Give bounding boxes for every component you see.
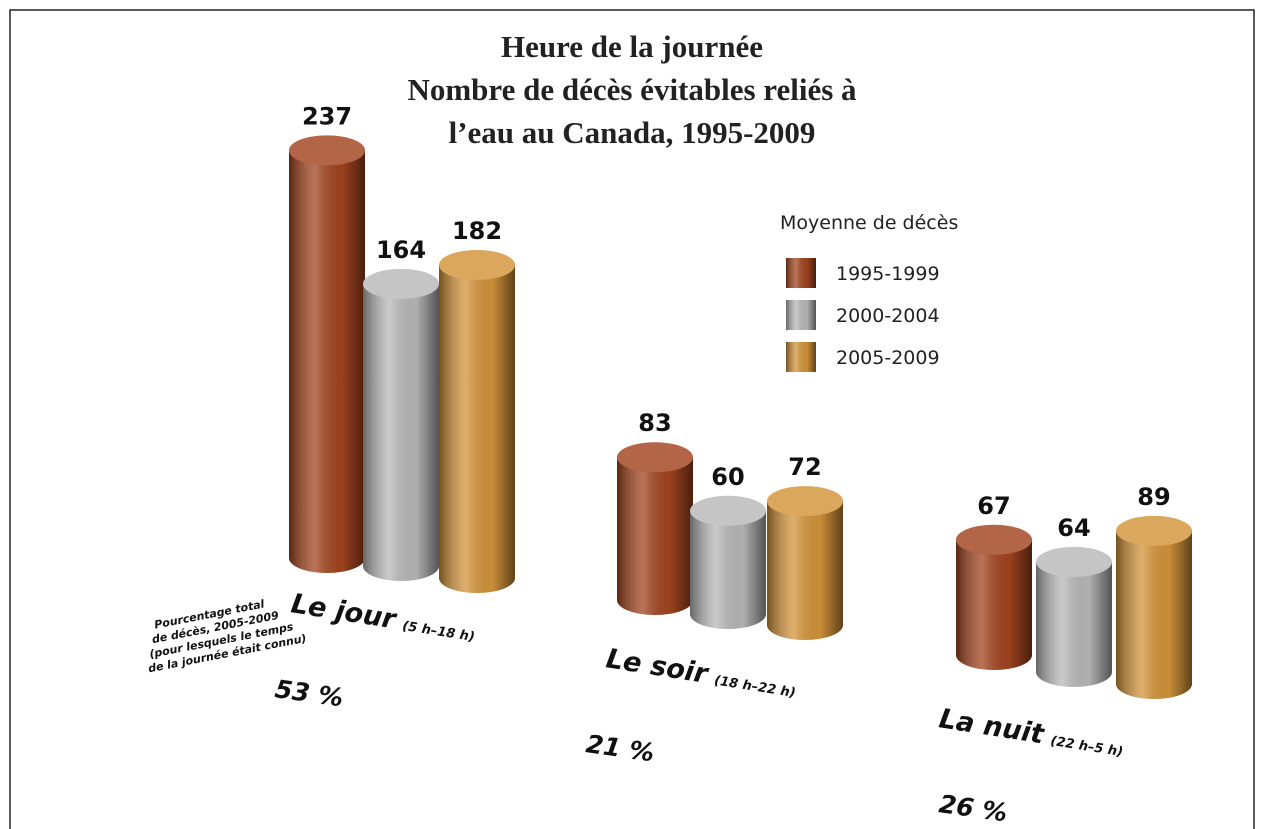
cylinder-body-shade <box>363 283 439 566</box>
cylinder-top <box>767 486 843 517</box>
cylinder-top <box>617 442 693 473</box>
share-label: 53 % <box>273 674 345 712</box>
cylinder-top <box>690 495 766 526</box>
legend-swatch-shade <box>786 300 816 330</box>
category-note: (5 h–18 h) <box>401 619 476 645</box>
category-name: Le jour <box>289 588 399 635</box>
value-label: 67 <box>977 492 1010 520</box>
cylinder-top-shade <box>439 249 515 280</box>
value-label: 60 <box>711 463 744 491</box>
value-label: 72 <box>788 453 821 481</box>
frame <box>9 9 1255 829</box>
cylinder-top <box>439 249 515 280</box>
legend-label: 1995-1999 <box>836 263 940 285</box>
cylinder <box>690 495 766 629</box>
cylinder-top-shade <box>1036 546 1112 577</box>
cylinder-top-shade <box>690 495 766 526</box>
legend-title: Moyenne de décès <box>780 212 958 234</box>
category-label: Le jour (5 h–18 h) <box>289 588 478 648</box>
legend-swatch-shade <box>786 342 816 372</box>
legend-label: 2000-2004 <box>836 305 940 327</box>
cylinder-top-shade <box>289 135 365 166</box>
category-name: La nuit <box>937 703 1047 750</box>
cylinder-top <box>1036 546 1112 577</box>
chart-title: Nombre de décès évitables reliés à <box>407 72 857 107</box>
legend-label: 2005-2009 <box>836 347 940 369</box>
cylinder-top <box>956 524 1032 555</box>
value-label: 64 <box>1057 514 1090 542</box>
category-note: (18 h–22 h) <box>713 673 796 701</box>
cylinder <box>767 486 843 640</box>
share-label: 26 % <box>937 789 1009 827</box>
chart-title: Heure de la journée <box>501 29 763 64</box>
cylinder-body-shade <box>1036 561 1112 672</box>
cylinder <box>1036 546 1112 687</box>
legend-swatch-shade <box>786 258 816 288</box>
share-label: 21 % <box>584 729 656 767</box>
cylinder-top-shade <box>956 524 1032 555</box>
value-label: 237 <box>302 102 352 130</box>
cylinder <box>363 268 439 581</box>
cylinder <box>956 524 1032 670</box>
cylinder-body-shade <box>956 539 1032 655</box>
cylinder-top-shade <box>767 486 843 517</box>
value-label: 164 <box>376 236 426 264</box>
cylinder-top-shade <box>617 442 693 473</box>
cylinder-body-shade <box>439 264 515 578</box>
category-name: Le soir <box>604 643 711 690</box>
cylinder-body-shade <box>767 501 843 625</box>
cylinder-body-shade <box>1116 530 1192 684</box>
chart-title: l’eau au Canada, 1995-2009 <box>449 115 816 150</box>
category-label: Le soir (18 h–22 h) <box>604 643 799 704</box>
cylinder-body-shade <box>289 150 365 559</box>
cylinder <box>289 135 365 573</box>
cylinder <box>617 442 693 615</box>
cylinder-body-shade <box>617 457 693 600</box>
cylinder <box>439 249 515 593</box>
cylinder-top-shade <box>1116 515 1192 546</box>
cylinder-body-shade <box>690 510 766 614</box>
value-label: 83 <box>638 409 671 437</box>
cylinder-top <box>363 268 439 299</box>
value-label: 89 <box>1137 483 1170 511</box>
cylinder-top <box>1116 515 1192 546</box>
cylinder-top <box>289 135 365 166</box>
value-label: 182 <box>452 217 502 245</box>
cylinder <box>1116 515 1192 699</box>
category-label: La nuit (22 h–5 h) <box>937 703 1126 763</box>
category-note: (22 h–5 h) <box>1049 734 1124 760</box>
cylinder-top-shade <box>363 268 439 299</box>
